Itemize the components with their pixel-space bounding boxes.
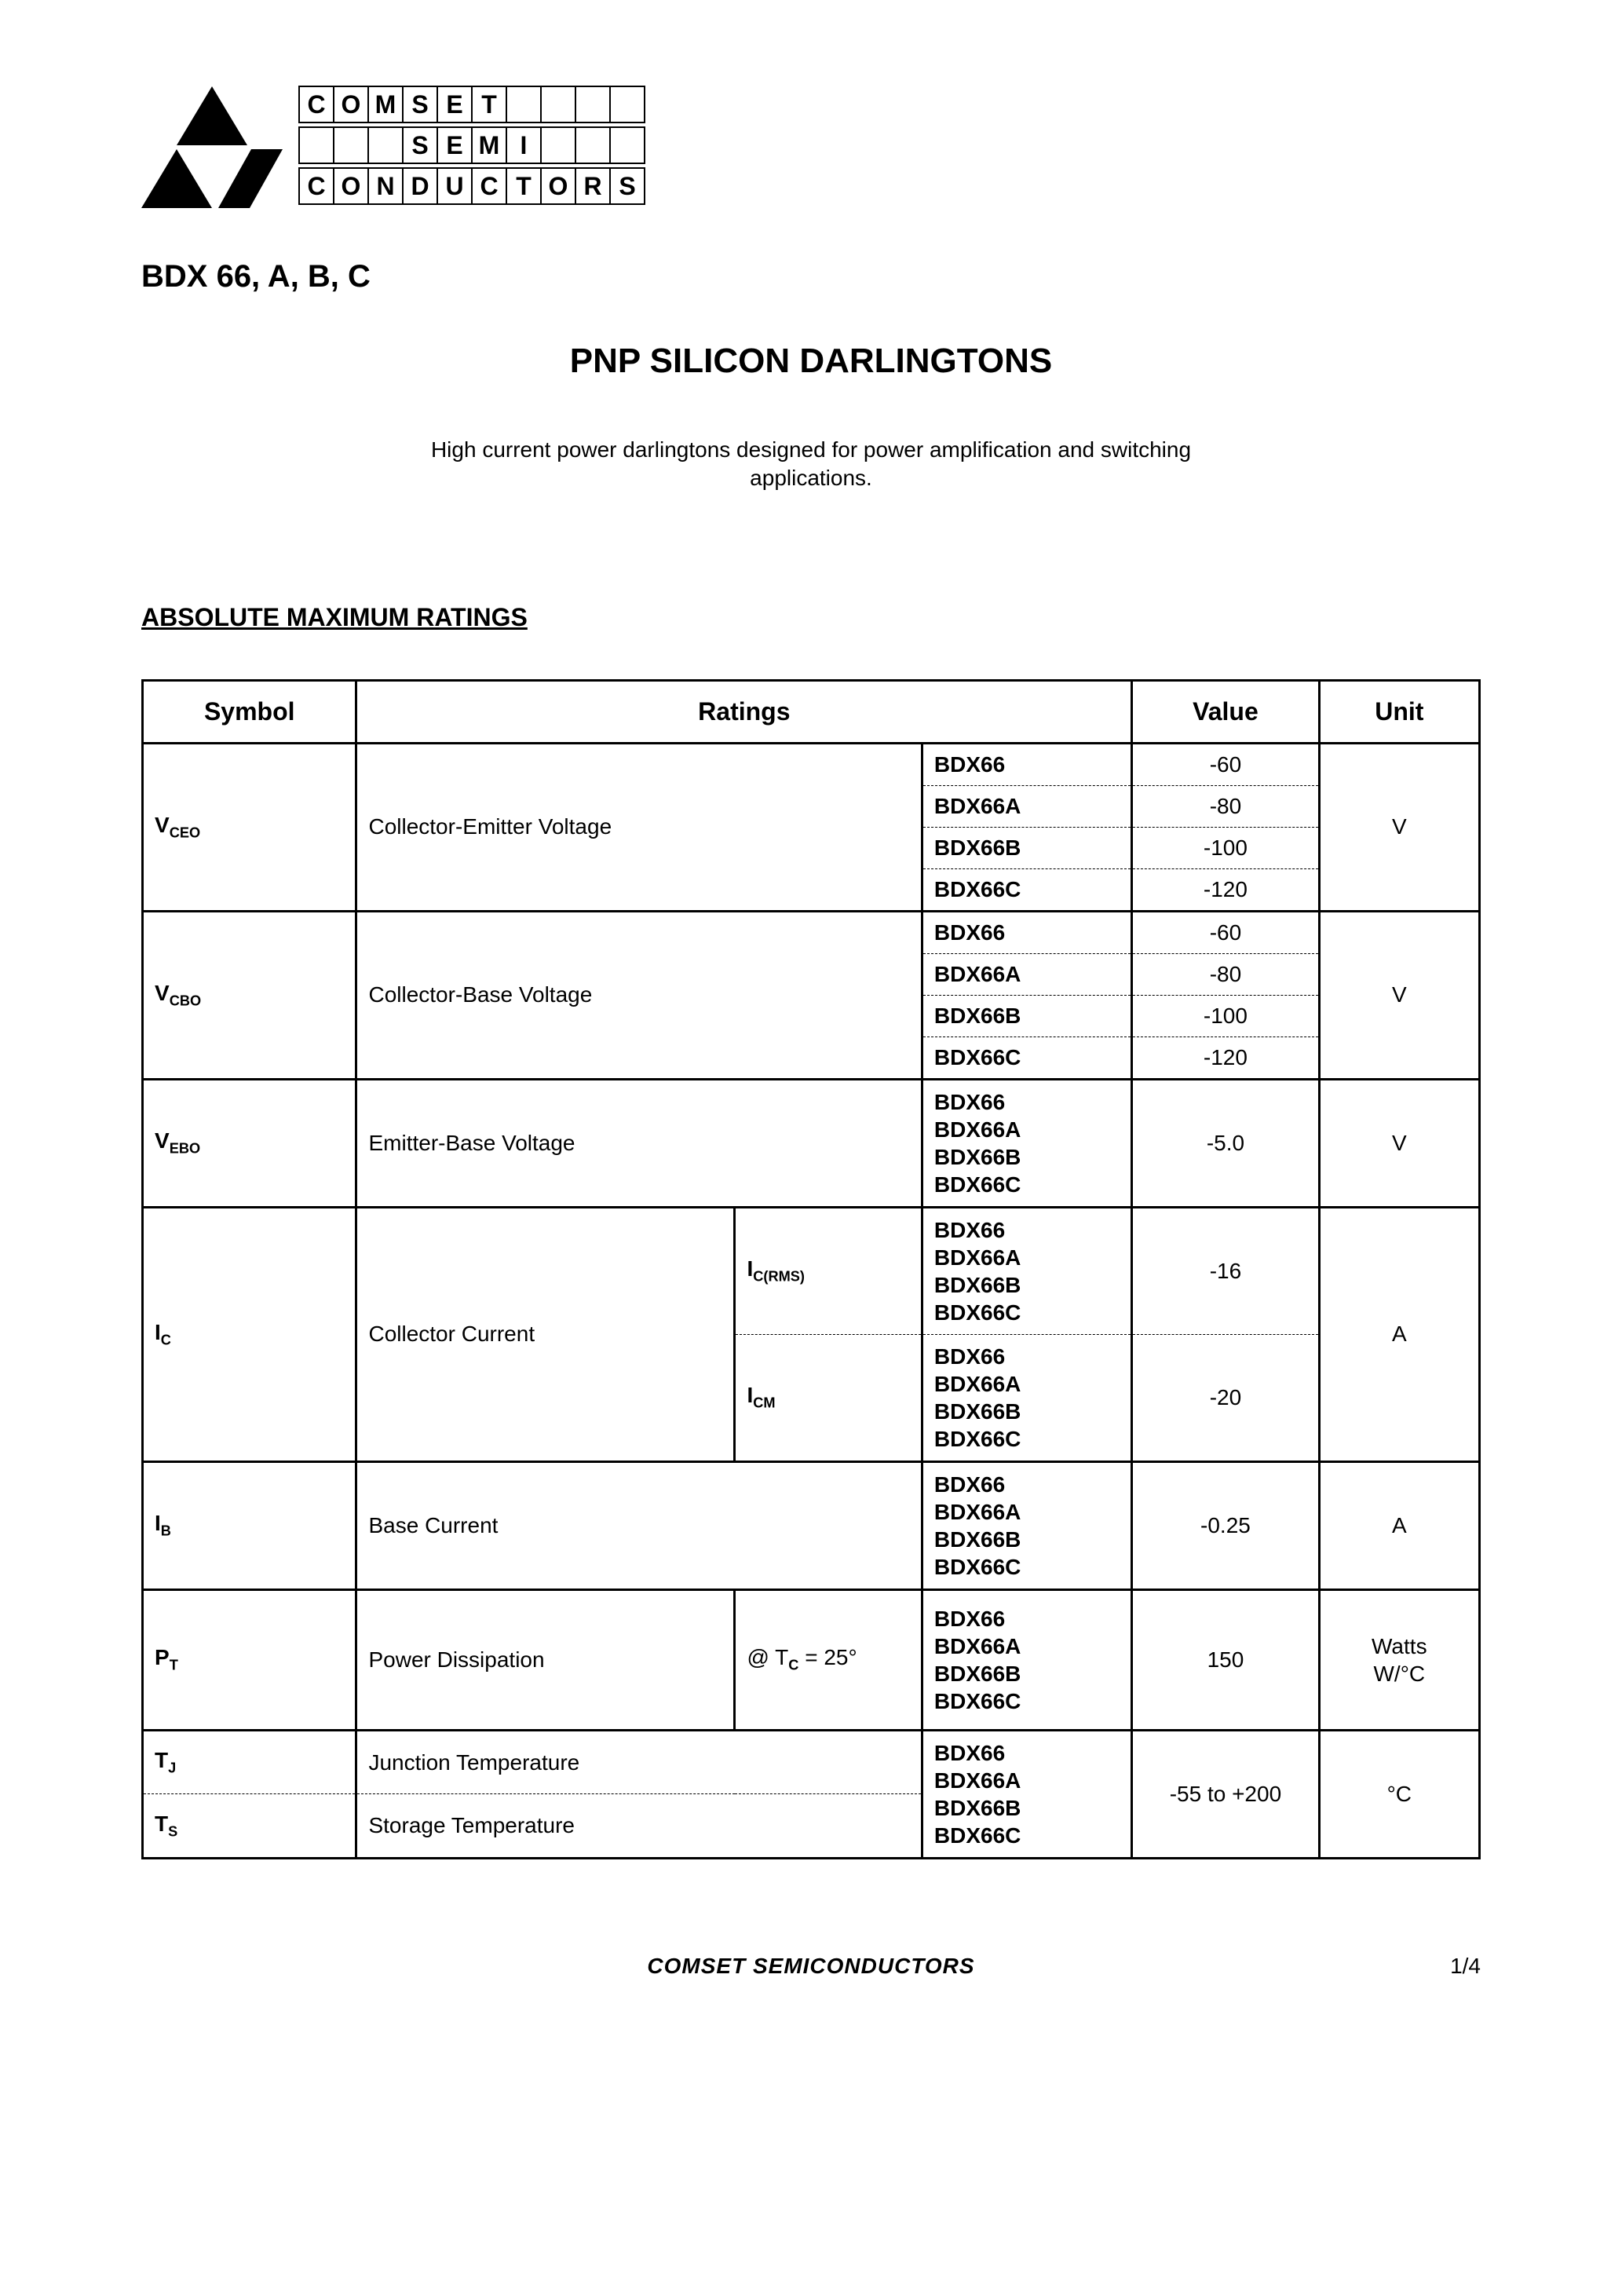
logo-letter xyxy=(609,87,645,122)
symbol-vceo: VCEO xyxy=(143,743,356,911)
part-list: BDX66 BDX66A BDX66B BDX66C xyxy=(922,1730,1131,1858)
value-cell: -60 xyxy=(1132,743,1319,785)
logo-letter: N xyxy=(367,169,404,203)
part-list: BDX66 BDX66A BDX66B BDX66C xyxy=(922,1589,1131,1730)
part-label: BDX66B xyxy=(922,995,1131,1036)
value-cell: -60 xyxy=(1132,911,1319,953)
page-title: PNP SILICON DARLINGTONS xyxy=(141,342,1481,381)
footer-brand: COMSET SEMICONDUCTORS xyxy=(647,1954,974,1979)
unit-vceo: V xyxy=(1319,743,1479,911)
desc-vcbo: Collector-Base Voltage xyxy=(356,911,922,1079)
symbol-icrms: IC(RMS) xyxy=(735,1207,922,1334)
part-list: BDX66 BDX66A BDX66B BDX66C xyxy=(922,1207,1131,1334)
desc-ic: Collector Current xyxy=(356,1207,735,1461)
logo-letter: U xyxy=(437,169,473,203)
symbol-ts: TS xyxy=(143,1794,356,1859)
symbol-ib: IB xyxy=(143,1461,356,1589)
value-cell: -16 xyxy=(1132,1207,1319,1334)
unit-ib: A xyxy=(1319,1461,1479,1589)
logo-letter: R xyxy=(575,169,611,203)
logo-letter: C xyxy=(298,87,334,122)
logo-letter: E xyxy=(437,87,473,122)
logo-letter xyxy=(506,87,542,122)
part-label: BDX66 xyxy=(922,743,1131,785)
logo-letter xyxy=(367,128,404,163)
logo-text-grid: COMSETSEMICONDUCTORS xyxy=(298,86,645,205)
logo-letter xyxy=(333,128,369,163)
value-cell: -80 xyxy=(1132,953,1319,995)
logo-letter: S xyxy=(609,169,645,203)
logo-letter: M xyxy=(471,128,507,163)
symbol-ic: IC xyxy=(143,1207,356,1461)
description-text: High current power darlingtons designed … xyxy=(379,436,1243,493)
desc-tj: Junction Temperature xyxy=(356,1730,922,1794)
part-label: BDX66C xyxy=(922,1036,1131,1079)
logo-letter xyxy=(609,128,645,163)
logo-letter xyxy=(575,87,611,122)
company-logo: COMSETSEMICONDUCTORS xyxy=(141,79,1481,212)
unit-temp: °C xyxy=(1319,1730,1479,1858)
symbol-pt: PT xyxy=(143,1589,356,1730)
value-cell: -120 xyxy=(1132,1036,1319,1079)
logo-letter: D xyxy=(402,169,438,203)
footer-page-number: 1/4 xyxy=(1450,1954,1481,1979)
value-cell: -100 xyxy=(1132,827,1319,868)
logo-letter xyxy=(540,87,576,122)
desc-vceo: Collector-Emitter Voltage xyxy=(356,743,922,911)
part-list: BDX66 BDX66A BDX66B BDX66C xyxy=(922,1461,1131,1589)
part-list: BDX66 BDX66A BDX66B BDX66C xyxy=(922,1079,1131,1207)
logo-letter: C xyxy=(471,169,507,203)
value-cell: -100 xyxy=(1132,995,1319,1036)
logo-letter: T xyxy=(506,169,542,203)
cond-pt: @ TC = 25° xyxy=(735,1589,922,1730)
col-ratings: Ratings xyxy=(356,680,1132,743)
col-unit: Unit xyxy=(1319,680,1479,743)
desc-ts: Storage Temperature xyxy=(356,1794,922,1859)
value-cell: -20 xyxy=(1132,1334,1319,1461)
logo-letter: S xyxy=(402,128,438,163)
logo-letter: I xyxy=(506,128,542,163)
page-footer: COMSET SEMICONDUCTORS 1/4 xyxy=(141,1954,1481,1979)
section-heading: ABSOLUTE MAXIMUM RATINGS xyxy=(141,603,1481,632)
desc-vebo: Emitter-Base Voltage xyxy=(356,1079,922,1207)
logo-letter: T xyxy=(471,87,507,122)
value-cell: -80 xyxy=(1132,785,1319,827)
value-cell: -55 to +200 xyxy=(1132,1730,1319,1858)
logo-letter xyxy=(298,128,334,163)
logo-letter: O xyxy=(540,169,576,203)
part-label: BDX66B xyxy=(922,827,1131,868)
logo-letter: M xyxy=(367,87,404,122)
unit-vcbo: V xyxy=(1319,911,1479,1079)
desc-pt: Power Dissipation xyxy=(356,1589,735,1730)
part-label: BDX66C xyxy=(922,868,1131,911)
symbol-vebo: VEBO xyxy=(143,1079,356,1207)
part-label: BDX66A xyxy=(922,953,1131,995)
symbol-tj: TJ xyxy=(143,1730,356,1794)
value-cell: 150 xyxy=(1132,1589,1319,1730)
part-label: BDX66A xyxy=(922,785,1131,827)
col-symbol: Symbol xyxy=(143,680,356,743)
logo-letter: S xyxy=(402,87,438,122)
symbol-icm: ICM xyxy=(735,1334,922,1461)
logo-letter: O xyxy=(333,87,369,122)
logo-letter: E xyxy=(437,128,473,163)
unit-ic: A xyxy=(1319,1207,1479,1461)
logo-letter xyxy=(575,128,611,163)
unit-vebo: V xyxy=(1319,1079,1479,1207)
desc-ib: Base Current xyxy=(356,1461,922,1589)
value-cell: -0.25 xyxy=(1132,1461,1319,1589)
logo-letter: C xyxy=(298,169,334,203)
symbol-vcbo: VCBO xyxy=(143,911,356,1079)
part-label: BDX66 xyxy=(922,911,1131,953)
value-cell: -5.0 xyxy=(1132,1079,1319,1207)
part-number: BDX 66, A, B, C xyxy=(141,259,1481,294)
logo-mark-icon xyxy=(141,79,283,212)
logo-letter xyxy=(540,128,576,163)
part-list: BDX66 BDX66A BDX66B BDX66C xyxy=(922,1334,1131,1461)
unit-pt: Watts W/°C xyxy=(1319,1589,1479,1730)
logo-letter: O xyxy=(333,169,369,203)
ratings-table: Symbol Ratings Value Unit VCEO Collector… xyxy=(141,679,1481,1859)
col-value: Value xyxy=(1132,680,1319,743)
value-cell: -120 xyxy=(1132,868,1319,911)
